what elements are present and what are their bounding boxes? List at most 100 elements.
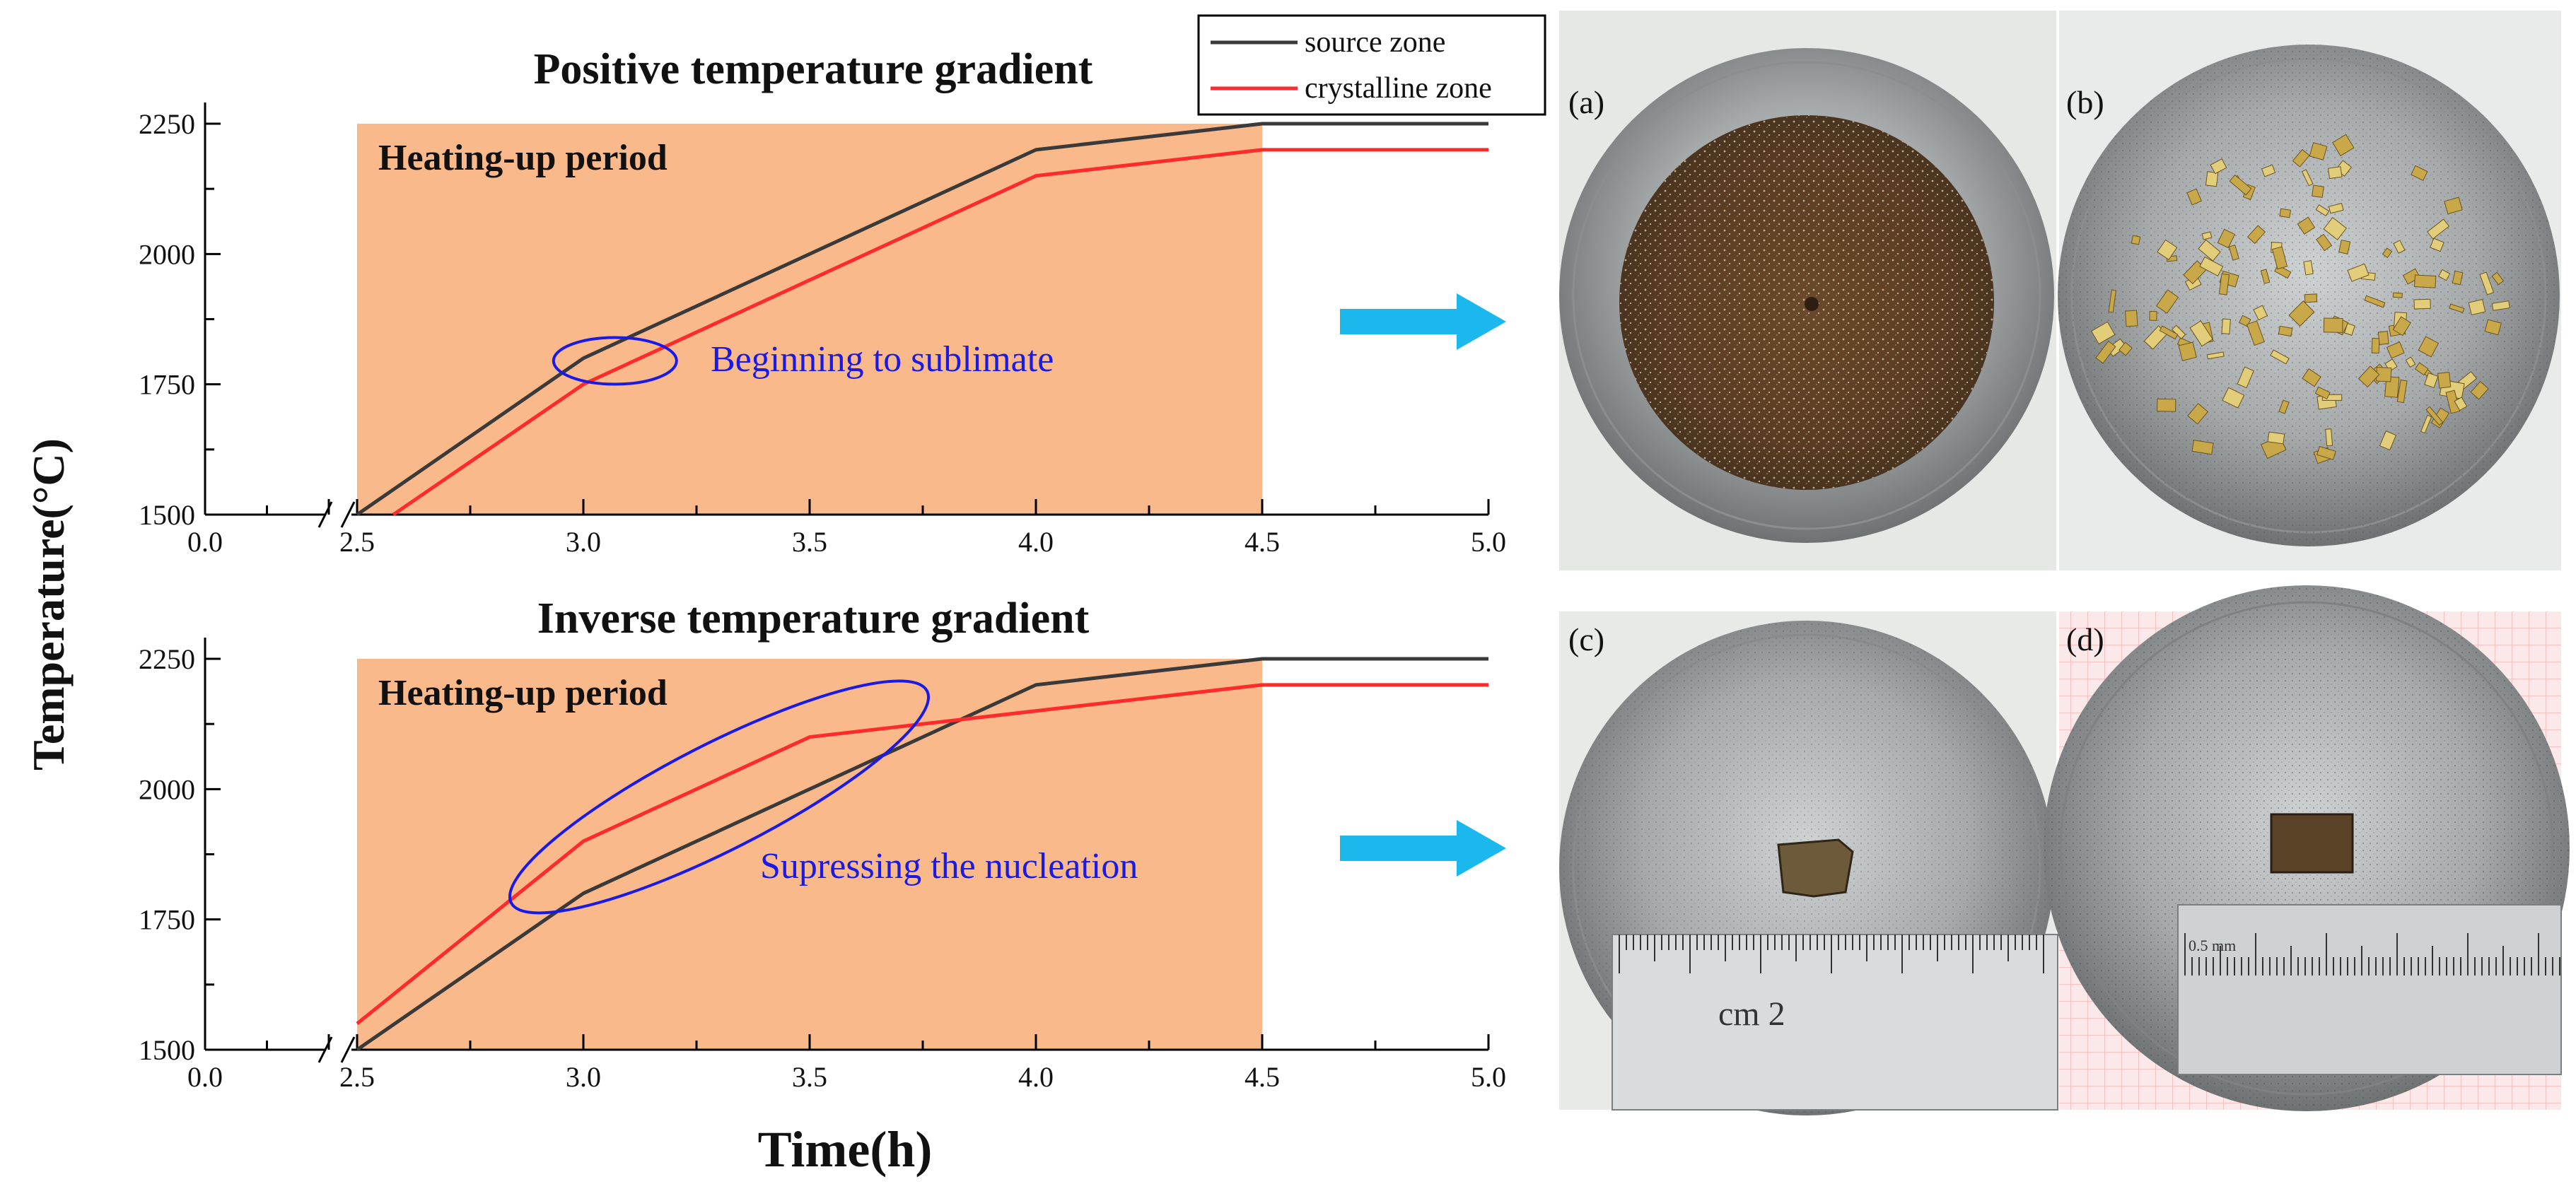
annotation-text: Beginning to sublimate <box>711 339 1054 380</box>
shared-x-axis-label: Time(h) <box>758 1121 933 1178</box>
crystal-flake <box>2327 166 2343 180</box>
crystal-flake <box>2402 268 2421 285</box>
annotation-text: Supressing the nucleation <box>760 846 1138 886</box>
crystal-flake <box>2198 239 2221 262</box>
crystal-flake <box>2413 298 2431 310</box>
crystal-c <box>1777 838 1854 898</box>
crystal-flake <box>2201 231 2213 240</box>
crystal-flake <box>2405 356 2416 368</box>
ruler-d-text: 0.5 mm <box>2189 937 2236 954</box>
x-tick-label-3.5: 3.5 <box>792 526 827 558</box>
series-line-source-zone <box>356 657 1488 1052</box>
crystal-flake <box>2206 351 2225 360</box>
crystal-flake <box>2238 315 2251 327</box>
y-tick-label-2250: 2250 <box>139 643 195 675</box>
crystal-flake <box>2155 289 2179 314</box>
crystal-flake <box>2427 218 2450 240</box>
photo-d: 0.5 mm (d) <box>2044 585 2570 1111</box>
crystal-flake <box>2420 414 2432 434</box>
x-tick-label-3.0: 3.0 <box>566 1061 601 1093</box>
crystal-flake <box>2292 148 2310 168</box>
crystal-flake <box>2091 321 2116 345</box>
y-tick-label-1500: 1500 <box>139 1034 195 1066</box>
arrow-bottom <box>1340 820 1506 877</box>
crystal-flake <box>2222 387 2245 409</box>
crystal-flake <box>2187 403 2209 425</box>
y-tick-label-1750: 1750 <box>139 904 195 936</box>
crystal-flake <box>2430 238 2444 252</box>
arrow-top <box>1340 293 1506 350</box>
crystal-flake <box>2149 311 2157 321</box>
heating-region-label: Heating-up period <box>378 138 668 178</box>
crystal-flake <box>2438 269 2451 281</box>
crystal-flake <box>2270 349 2290 365</box>
crystal-flake <box>2157 239 2178 261</box>
photo-c: cm 2 (c) <box>1559 611 2058 1115</box>
crystal-flake <box>2392 292 2403 298</box>
chart-title: Inverse temperature gradient <box>537 594 1090 643</box>
crystal-flake <box>2304 293 2318 303</box>
crystal-flake <box>2297 216 2316 235</box>
crystal-flake <box>2414 274 2437 288</box>
x-tick-label-4.0: 4.0 <box>1018 1061 1054 1093</box>
axis-break-mark <box>340 501 356 528</box>
crystal-flake <box>2228 245 2239 261</box>
crystal-flake <box>2218 273 2230 295</box>
crystal-flake <box>2479 271 2495 295</box>
crystal-flake <box>2364 295 2386 308</box>
annotation-ellipse <box>552 336 678 386</box>
crystal-flake <box>2253 305 2268 321</box>
crystal-flake <box>2332 134 2355 157</box>
annotation-ellipse <box>508 679 930 915</box>
crystal-flake <box>2157 398 2176 412</box>
crystal-flake <box>2267 431 2285 445</box>
crystal-flake <box>2424 373 2439 389</box>
crystal-flake <box>2321 394 2343 401</box>
series-line-crystalline-zone <box>356 683 1488 1026</box>
crystal-flake <box>2338 239 2351 254</box>
crystal-flake <box>2396 379 2408 404</box>
crystal-flake <box>2414 362 2429 376</box>
legend-label-crystalline-zone: crystalline zone <box>1305 72 1492 105</box>
crystal-flake <box>2261 164 2276 177</box>
crystal-flake <box>2392 316 2411 336</box>
crystal-flake <box>2444 197 2463 215</box>
series-line-source-zone <box>356 122 1488 517</box>
crystal-flake <box>2323 217 2348 240</box>
ruler-c <box>1612 934 2058 1111</box>
x-tick-label-5.0: 5.0 <box>1471 526 1506 558</box>
ruler-c-text: cm 2 <box>1718 995 1785 1033</box>
crystal-flake <box>2358 365 2380 388</box>
x-tick-label-0.0: 0.0 <box>187 1061 223 1093</box>
crystal-flake <box>2303 260 2314 276</box>
crystal-flake <box>2221 318 2231 334</box>
legend-box <box>1197 14 1546 116</box>
crystal-flake <box>2386 341 2405 359</box>
crystal-flake <box>2470 380 2489 400</box>
crystal-flake <box>2325 428 2333 447</box>
crystal-flake <box>2260 269 2271 284</box>
crystal-flake <box>2491 271 2505 286</box>
crystal-flake <box>2279 208 2292 218</box>
crystal-flake <box>2316 233 2333 252</box>
crystal-flake <box>2328 202 2344 214</box>
x-tick-label-3.5: 3.5 <box>792 1061 827 1093</box>
photo-c-label: (c) <box>1568 621 1604 657</box>
crystal-flake <box>2449 303 2465 313</box>
crystal-flake <box>2454 397 2468 411</box>
crystal-flake <box>2278 399 2290 414</box>
crystal-flake <box>2411 165 2428 181</box>
crystal-flake <box>2189 320 2213 347</box>
crystal-flake <box>2418 336 2440 358</box>
y-tick-label-2250: 2250 <box>139 108 195 140</box>
x-tick-label-4.0: 4.0 <box>1018 526 1054 558</box>
x-tick-label-2.5: 2.5 <box>339 1061 375 1093</box>
crystal-flake <box>2210 158 2227 175</box>
crystal-flake <box>2302 368 2321 387</box>
crystal-flake <box>2288 300 2315 327</box>
chart-2: Heating-up period Inverse temperature gra… <box>139 594 1506 1093</box>
legend-label-source-zone: source zone <box>1305 26 1445 59</box>
photo-d-label: (d) <box>2066 621 2104 657</box>
